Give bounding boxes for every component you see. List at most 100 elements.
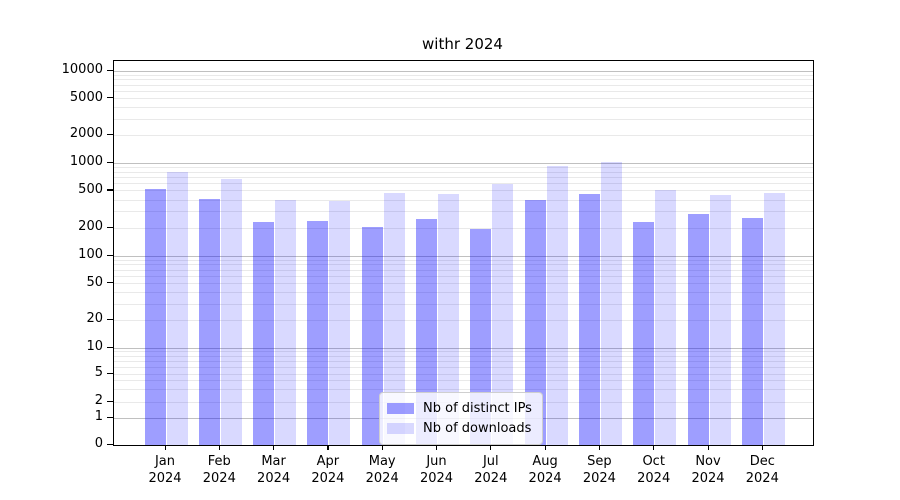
- bar-distinct-ips-may: [361, 227, 383, 445]
- bar-distinct-ips-apr: [307, 220, 329, 445]
- gridline-minor: [114, 283, 813, 285]
- bar-downloads-sep: [600, 162, 622, 445]
- x-tick-label-jul: Jul 2024: [474, 454, 508, 486]
- y-axis-tick: [107, 416, 113, 418]
- gridline-minor: [114, 166, 813, 168]
- y-tick-label: 10: [86, 339, 103, 354]
- gridline-minor: [114, 389, 813, 391]
- y-tick-label: 10000: [61, 62, 103, 77]
- x-axis-tick: [490, 445, 492, 450]
- bar-distinct-ips-mar: [253, 222, 275, 445]
- gridline-minor: [114, 84, 813, 86]
- bar-distinct-ips-aug: [524, 200, 546, 445]
- x-axis-tick: [436, 445, 438, 450]
- legend-item-distinct-ips: Nb of distinct IPs: [387, 398, 532, 418]
- legend-swatch-downloads-icon: [387, 422, 414, 434]
- y-tick-label: 5000: [69, 89, 103, 105]
- gridline-minor: [114, 366, 813, 368]
- gridline-minor: [114, 380, 813, 382]
- y-tick-label: 20: [86, 311, 103, 327]
- x-axis-tick: [218, 445, 220, 450]
- bar-downloads-aug: [546, 165, 568, 445]
- gridline-major: [114, 255, 813, 257]
- gridline-minor: [114, 259, 813, 261]
- x-tick-label-may: May 2024: [365, 454, 399, 486]
- gridline-minor: [114, 227, 813, 229]
- x-axis-tick: [381, 445, 383, 450]
- bar-distinct-ips-jun: [416, 218, 437, 445]
- y-axis-tick: [107, 254, 113, 256]
- x-tick-label-oct: Oct 2024: [637, 454, 671, 486]
- y-axis-tick: [107, 318, 113, 320]
- bar-distinct-ips-sep: [578, 194, 600, 445]
- bar-distinct-ips-jan: [144, 189, 166, 445]
- x-axis-tick: [598, 445, 601, 450]
- bar-distinct-ips-feb: [198, 198, 220, 445]
- y-axis-tick: [107, 189, 113, 191]
- bar-downloads-jan: [166, 172, 188, 445]
- y-tick-label: 2: [94, 393, 103, 408]
- bar-downloads-oct: [655, 189, 677, 445]
- bar-downloads-jun: [438, 194, 459, 445]
- x-tick-label-nov: Nov 2024: [691, 454, 725, 486]
- gridline-minor: [114, 303, 813, 305]
- legend-label-downloads: Nb of downloads: [423, 420, 532, 436]
- y-axis-tick: [107, 161, 113, 163]
- x-axis-tick: [327, 445, 329, 450]
- gridline-minor: [114, 264, 813, 266]
- x-axis-tick: [273, 445, 275, 450]
- legend: Nb of distinct IPs Nb of downloads: [379, 392, 543, 445]
- gridline-minor: [114, 79, 813, 81]
- y-tick-label: 100: [78, 247, 103, 262]
- gridline-minor: [114, 190, 813, 192]
- bar-downloads-mar: [275, 200, 297, 445]
- x-axis-tick: [707, 445, 709, 450]
- y-axis-tick: [107, 346, 113, 348]
- plot-area: Nb of distinct IPs Nb of downloads: [113, 60, 814, 446]
- bar-distinct-ips-oct: [633, 222, 655, 445]
- y-axis-tick: [107, 97, 113, 99]
- legend-label-distinct-ips: Nb of distinct IPs: [423, 400, 532, 416]
- y-axis-tick: [107, 69, 113, 71]
- y-axis-tick: [107, 443, 113, 445]
- gridline-minor: [114, 183, 813, 185]
- gridline-major: [114, 70, 813, 72]
- y-tick-label: 5: [94, 365, 103, 380]
- legend-swatch-distinct-ips-icon: [387, 402, 414, 414]
- bar-distinct-ips-dec: [741, 218, 763, 445]
- x-tick-label-jun: Jun 2024: [419, 454, 454, 486]
- y-axis-tick: [107, 400, 113, 402]
- gridline-minor: [114, 74, 813, 76]
- bar-downloads-nov: [709, 195, 731, 445]
- gridline-minor: [114, 373, 813, 375]
- gridline-minor: [114, 199, 813, 201]
- x-axis-tick: [653, 445, 655, 450]
- chart-title: withr 2024: [422, 35, 503, 53]
- gridline-minor: [114, 134, 813, 136]
- bar-downloads-feb: [220, 178, 242, 445]
- gridline-minor: [114, 292, 813, 294]
- bar-distinct-ips-nov: [687, 214, 709, 445]
- y-axis-tick: [107, 282, 113, 284]
- y-tick-label: 500: [78, 181, 103, 197]
- y-tick-label: 1000: [69, 154, 103, 169]
- x-tick-label-dec: Dec 2024: [745, 454, 779, 486]
- y-axis-tick: [107, 226, 113, 228]
- gridline-minor: [114, 90, 813, 92]
- x-tick-label-feb: Feb 2024: [202, 454, 236, 486]
- y-tick-label: 1: [94, 409, 103, 424]
- y-tick-label: 200: [78, 219, 103, 234]
- x-axis-tick: [761, 445, 763, 450]
- gridline-minor: [114, 269, 813, 271]
- bar-downloads-may: [383, 192, 405, 445]
- bar-downloads-dec: [763, 193, 785, 445]
- x-tick-label-mar: Mar 2024: [257, 454, 291, 486]
- gridline-major: [114, 162, 813, 164]
- y-axis-tick: [107, 372, 113, 374]
- gridline-minor: [114, 171, 813, 173]
- bar-downloads-jul: [492, 183, 514, 445]
- gridline-minor: [114, 355, 813, 357]
- y-tick-label: 2000: [69, 126, 103, 142]
- legend-item-downloads: Nb of downloads: [387, 418, 532, 438]
- gridline-minor: [114, 98, 813, 100]
